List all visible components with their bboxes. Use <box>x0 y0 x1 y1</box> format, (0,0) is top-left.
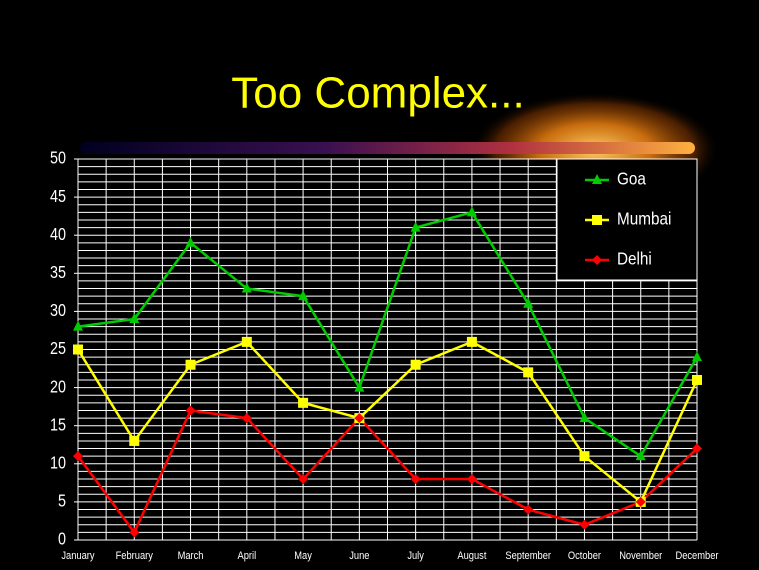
y-tick-label: 30 <box>50 301 66 321</box>
data-point <box>410 359 421 370</box>
legend-marker <box>592 174 602 184</box>
data-point <box>185 359 196 370</box>
data-point <box>241 282 252 293</box>
data-point <box>410 221 421 232</box>
x-tick-label: February <box>116 550 154 562</box>
x-tick-label: December <box>675 550 719 562</box>
data-point <box>466 206 477 217</box>
data-point <box>129 313 140 324</box>
data-point <box>241 413 252 424</box>
x-tick-label: April <box>237 550 256 562</box>
x-tick-label: November <box>619 550 663 562</box>
x-tick-label: May <box>294 550 312 562</box>
legend-marker <box>592 255 602 265</box>
data-point <box>635 450 646 461</box>
legend-label: Goa <box>617 169 647 189</box>
y-tick-label: 10 <box>50 453 66 473</box>
data-point <box>298 474 309 485</box>
data-point <box>354 413 365 424</box>
data-point <box>185 405 196 416</box>
data-point <box>410 474 421 485</box>
x-tick-label: July <box>407 550 424 562</box>
y-tick-label: 40 <box>50 224 66 244</box>
data-point <box>466 474 477 485</box>
data-point <box>298 290 309 301</box>
data-point <box>579 519 590 530</box>
y-tick-label: 50 <box>50 148 66 168</box>
y-tick-label: 0 <box>58 529 66 549</box>
y-tick-label: 15 <box>50 415 66 435</box>
series-line <box>77 210 699 458</box>
data-point <box>73 320 83 331</box>
x-tick-label: June <box>349 550 370 562</box>
data-point <box>579 451 590 462</box>
data-point <box>241 336 252 347</box>
legend-label: Delhi <box>617 249 652 269</box>
data-point <box>354 381 365 392</box>
data-point <box>523 504 534 515</box>
data-point <box>523 367 534 378</box>
data-point <box>692 443 702 454</box>
y-tick-label: 5 <box>58 491 66 511</box>
chart-title: Too Complex... <box>231 69 524 118</box>
y-tick-label: 20 <box>50 377 66 397</box>
x-tick-label: January <box>61 550 95 562</box>
x-tick-label: September <box>505 550 551 562</box>
data-point <box>692 374 702 385</box>
y-tick-label: 45 <box>50 186 66 206</box>
data-point <box>73 451 83 462</box>
data-point <box>129 435 140 446</box>
data-point <box>466 336 477 347</box>
legend-label: Mumbai <box>617 209 671 229</box>
data-point <box>129 527 140 538</box>
x-tick-label: August <box>457 550 486 562</box>
x-tick-label: March <box>178 550 204 562</box>
series-line <box>76 409 698 535</box>
legend <box>556 158 698 281</box>
data-point <box>635 496 646 507</box>
legend-marker <box>592 215 602 225</box>
series-line <box>76 340 699 504</box>
data-point <box>73 344 83 355</box>
y-tick-label: 35 <box>50 263 66 283</box>
data-point <box>523 297 534 308</box>
data-point <box>692 351 702 362</box>
data-point <box>298 397 309 408</box>
x-tick-label: October <box>568 550 602 562</box>
y-tick-label: 25 <box>50 339 66 359</box>
decoration <box>80 142 695 154</box>
data-point <box>185 236 196 247</box>
data-point <box>579 412 590 423</box>
